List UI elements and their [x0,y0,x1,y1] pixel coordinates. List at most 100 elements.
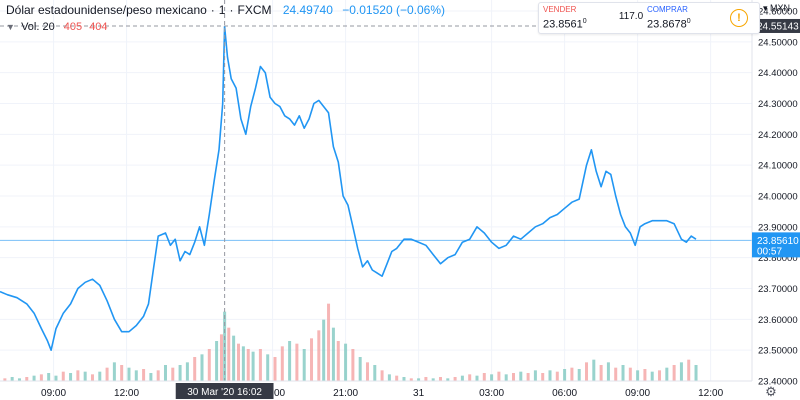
volume-bar [373,365,377,381]
volume-bar [266,354,270,381]
volume-bar [39,374,43,381]
price-line[interactable] [0,25,697,351]
volume-bar [327,303,331,381]
symbol-legend[interactable]: Dólar estadounidense/peso mexicano · 1 · FXC… [6,3,445,17]
volume-bar [446,378,450,381]
volume-legend[interactable]: ▼ Vol. 20 405 404 [6,20,108,34]
legend-separator-2: · [229,3,234,17]
volume-bar [387,374,391,381]
currency-chevron-icon: ▾ [763,3,768,13]
buy-button[interactable]: COMPRAR 23.86780 [647,5,717,31]
volume-bar [273,357,277,381]
info-icon[interactable]: ! [730,9,748,27]
countdown-label: 00:57 [757,246,782,257]
volume-bar [533,370,537,381]
volume-bar [628,367,632,381]
price-tick-label: 24.00000 [758,192,798,203]
volume-bar [83,371,87,381]
volume-bar [193,357,197,381]
volume-bar [460,375,464,381]
volume-bar [246,349,250,381]
volume-bar [336,341,340,381]
price-tick-label: 23.70000 [758,284,798,295]
volume-bar [134,370,138,381]
volume-bar [570,367,574,381]
interval-label[interactable]: 1 [218,3,226,17]
volume-bar [251,351,255,381]
volume-bar [417,378,421,381]
volume-bar [402,377,406,381]
volume-bar [280,346,284,381]
crosshair-price-label: 24.55143 [757,21,799,32]
volume-bar [120,365,124,381]
time-tick-label: 21:00 [333,388,358,399]
price-tick-label: 24.10000 [758,161,798,172]
buy-price: 23.86780 [647,15,717,32]
volume-bar [32,375,36,381]
volume-bar [344,343,348,381]
volume-bar [548,370,552,381]
volume-bar [215,341,219,381]
volume-bar [526,373,530,381]
time-tick-label: 12:00 [114,388,139,399]
volume-bar [302,349,306,381]
volume-bar [555,371,559,381]
volume-bar [504,374,508,381]
buy-price-main: 23.867 [647,18,681,31]
last-value: 24.49740 [282,3,333,17]
volume-bar [178,365,182,381]
volume-bar [541,373,545,381]
volume-bar [105,367,109,381]
volume-bar [585,362,589,381]
sell-price-sup: 0 [582,18,587,25]
volume-bar [687,359,691,381]
volume-bar [142,369,146,381]
volume-bar [577,369,581,381]
crosshair-time-label-bg [175,383,274,399]
symbol-name[interactable]: Dólar estadounidense/peso mexicano [6,3,207,17]
sell-price-big: 1 [576,18,583,31]
volume-bar [482,373,486,381]
volume-bar [679,362,683,381]
volume-bar [236,343,240,381]
volume-bar [665,367,669,381]
price-tick-label: 24.20000 [758,130,798,141]
legend-separator: · [210,3,215,17]
volume-bar [468,374,472,381]
price-tick-label: 24.30000 [758,99,798,110]
volume-bar [98,371,102,381]
price-tick-label: 23.50000 [758,346,798,357]
settings-gear-icon[interactable]: ⚙ [765,384,777,399]
sell-button[interactable]: VENDER 23.85610 [543,5,613,31]
volume-bar [438,377,442,381]
volume-bar [295,343,299,381]
volume-bar [409,378,413,381]
trade-widget: VENDER 23.85610 117.0 COMPRAR 23.86780 ! [538,2,760,34]
price-axis-bg [752,0,800,400]
price-tick-label: 24.60000 [758,7,798,18]
price-tick-label: 23.80000 [758,253,798,264]
volume-bar [431,378,435,381]
volume-bar [258,349,262,381]
volume-bar [112,362,116,381]
volume-bar [310,338,314,381]
volume-bar [424,377,428,381]
sell-price-main: 23.856 [543,18,577,31]
volume-bar [395,375,399,381]
volume-bar [592,359,596,381]
volume-bar [672,365,676,381]
volume-bar [322,319,326,381]
buy-price-big: 8 [680,18,687,31]
volume-bar [25,377,29,381]
price-line-layer [0,25,752,351]
change-value: −0.01520 (−0.06%) [342,3,445,17]
time-tick-label: 31 [413,388,425,399]
volume-bar [380,370,384,381]
collapse-chevron-icon[interactable]: ▼ [6,22,15,32]
volume-bar [207,349,211,381]
currency-selector[interactable]: ▾ MXN [763,2,793,14]
volume-bar [497,371,501,381]
volume-bar [614,367,618,381]
